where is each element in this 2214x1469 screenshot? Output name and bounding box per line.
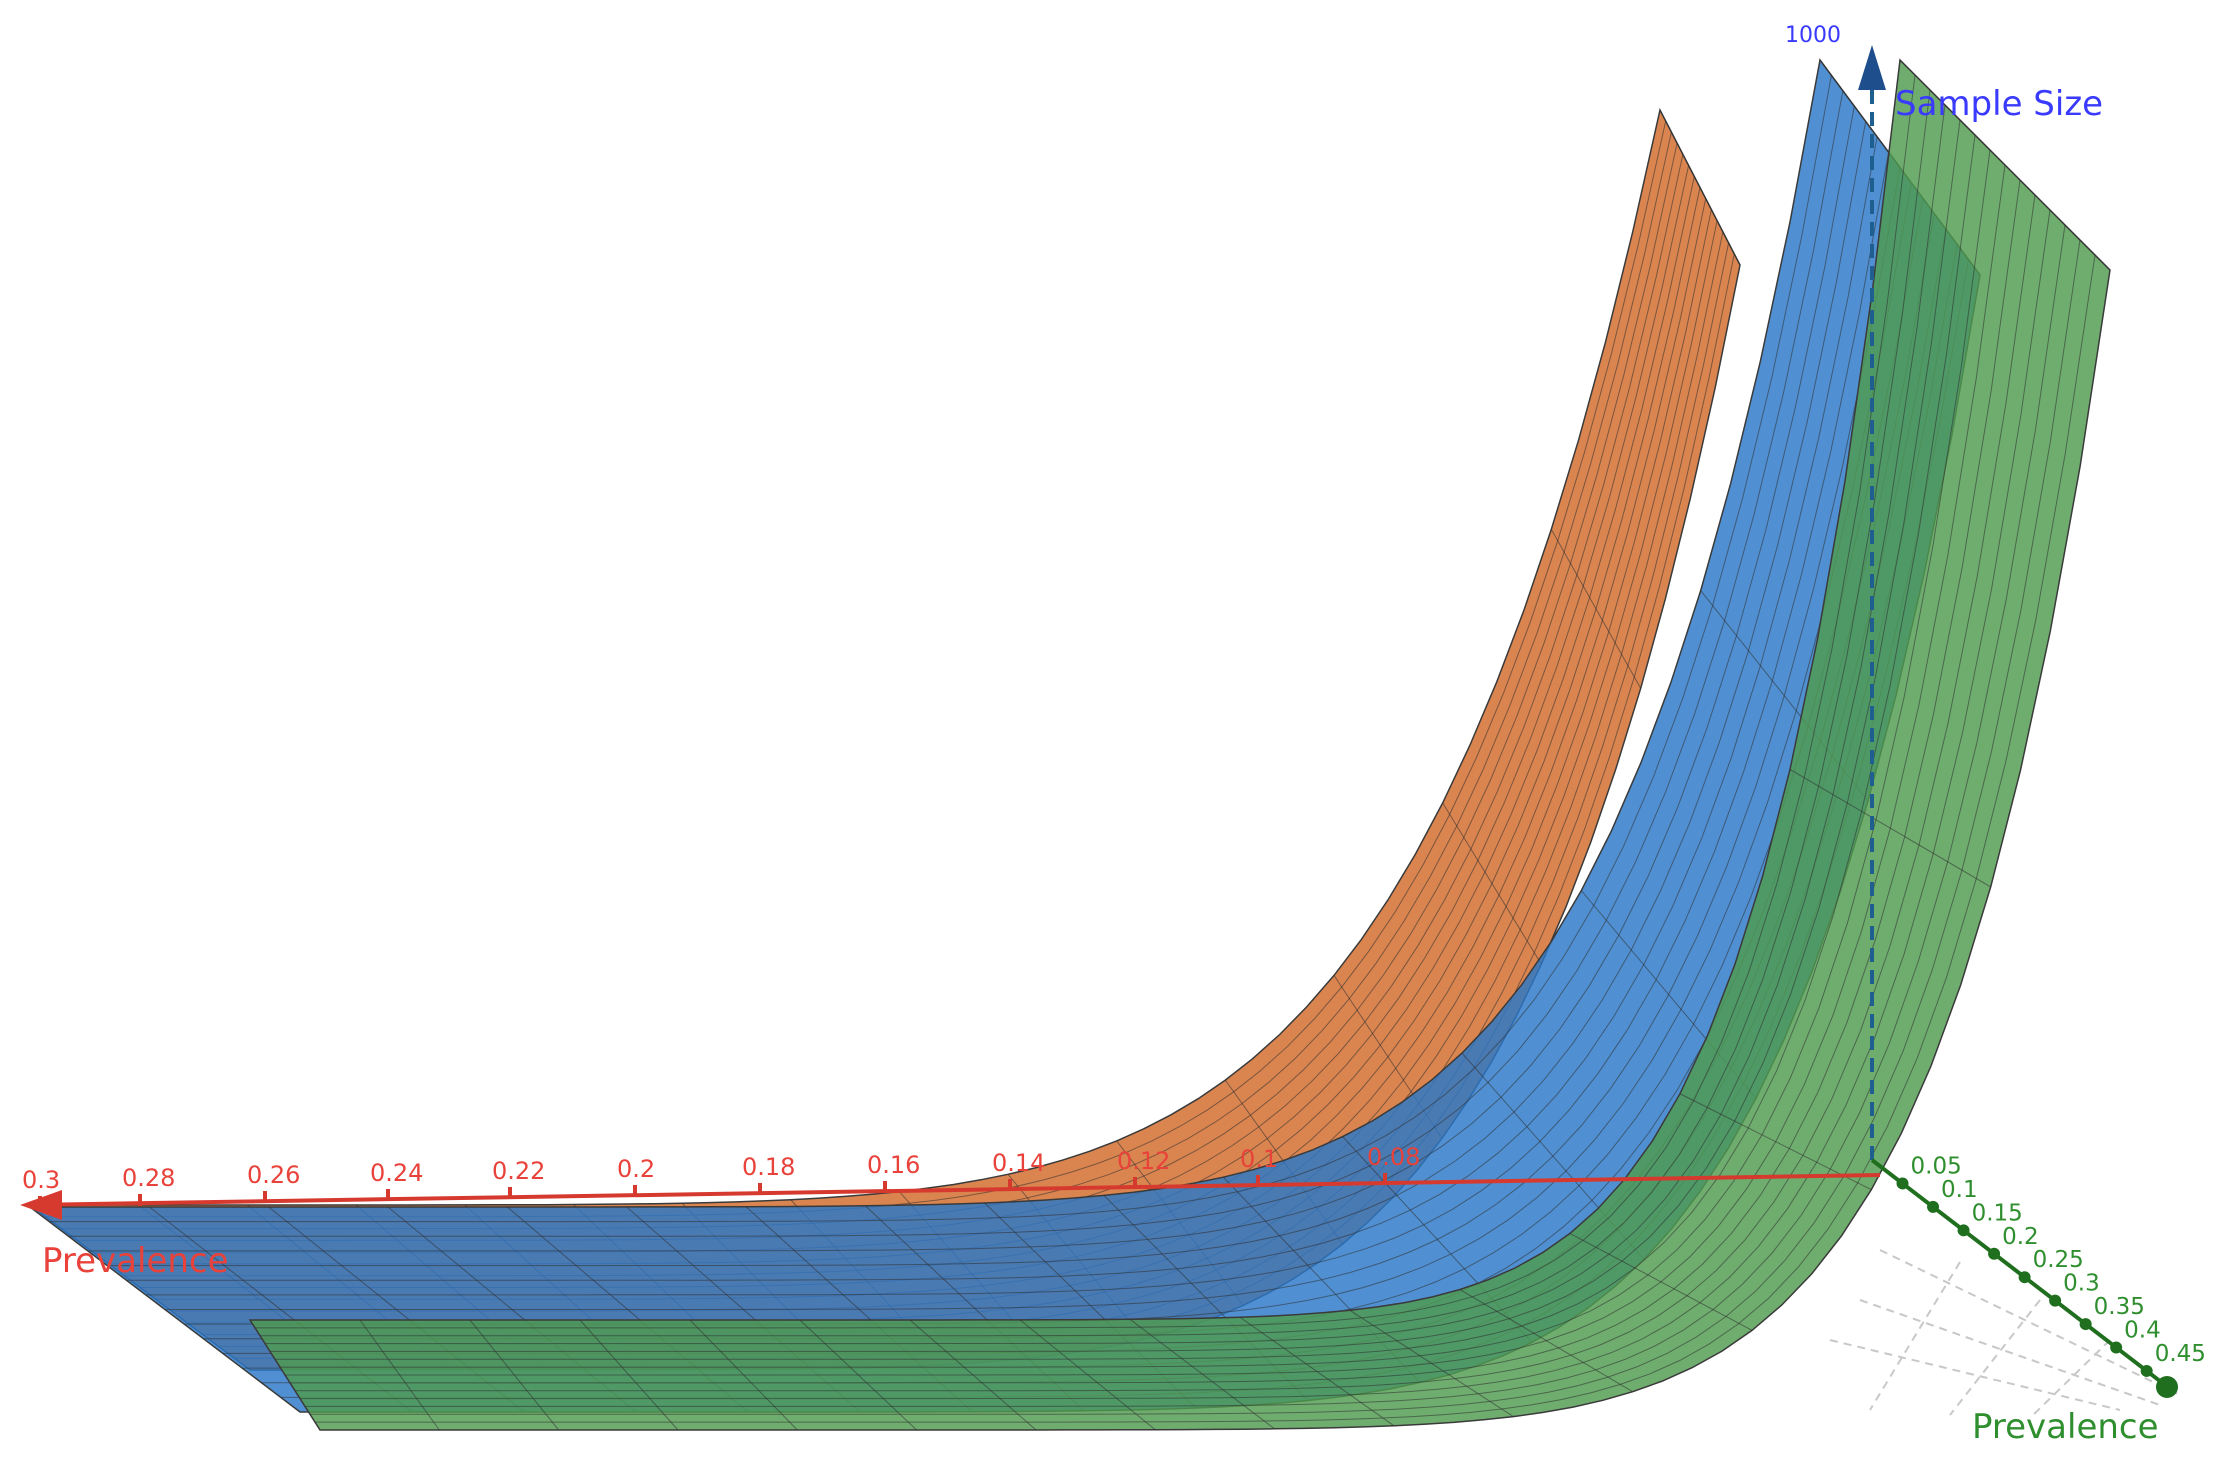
mesh-line [265,104,1946,1345]
mesh-line [1899,59,2111,271]
x-tick-label: 0.1 [1240,1145,1278,1173]
mesh-line [310,239,2081,1415]
z-axis: 1000 Sample Size [1785,23,2103,1160]
mesh-line [165,167,1901,1310]
x-tick-label: 0.22 [492,1157,545,1185]
x-axis: 0.3 0.28 0.26 0.24 0.22 0.2 0.18 0.16 0.14 0.12 0.… [20,1143,1881,1281]
mesh-line [87,106,1855,1252]
y-tick-label: 0.15 [1972,1200,2023,1226]
x-tick-label: 0.14 [992,1149,1045,1177]
mesh-line [1239,1316,1395,1427]
y-tick-label: 0.2 [2002,1224,2039,1250]
mesh-line [1659,109,1741,266]
x-tick-label: 0.18 [742,1153,795,1181]
mesh-line [1550,529,1642,689]
y-axis-line [1870,1158,2167,1387]
mesh-line [1459,1289,1633,1393]
y-tick-label: 0.3 [2063,1271,2100,1297]
z-axis-arrow [1858,45,1886,90]
y-axis: 0.050.10.150.20.250.30.350.40.45 Prevale… [1870,1153,2206,1447]
mesh-line [1442,802,1542,965]
x-tick-label: 0.16 [867,1151,920,1179]
mesh-line [300,209,2051,1400]
mesh-line [579,1319,679,1431]
mesh-line [315,254,2096,1423]
mesh-line [68,90,1844,1237]
z-axis-label: Sample Size [1895,84,2103,124]
mesh-line [280,149,1991,1368]
y-tick-mark [2018,1271,2031,1284]
mesh-line [285,164,2006,1376]
z-tick-label: 1000 [1785,23,1841,48]
y-axis-label: Prevalence [1972,1407,2159,1447]
mesh-line [126,136,1878,1281]
x-tick-label: 0.12 [1117,1147,1170,1175]
mesh-line [799,1319,918,1431]
y-tick-mark [2140,1364,2153,1377]
y-axis-end-dot [2156,1376,2178,1398]
mesh-line [260,89,1931,1337]
mesh-line [1569,1232,1753,1331]
mesh-line [305,224,2066,1407]
mesh-line [909,1319,1037,1431]
y-tick-mark [1896,1177,1909,1190]
y-tick-mark [1927,1200,1940,1213]
x-tick-label: 0.26 [247,1161,300,1189]
x-tick-label: 0.24 [370,1159,423,1187]
x-tick-label: 0.3 [22,1166,60,1194]
mesh-line [359,1319,440,1431]
y-tick-label: 0.35 [2094,1294,2145,1320]
surface-layer [27,58,2111,1431]
mesh-line [1129,1318,1275,1430]
y-tick-mark [1988,1247,2001,1260]
mesh-line [689,1319,798,1431]
mesh-line [107,121,1867,1267]
mesh-line [469,1319,560,1431]
y-tick-mark [1957,1224,1970,1237]
mesh-line [1349,1309,1514,1418]
mesh-line [1019,1319,1156,1431]
mesh-line [290,179,2021,1384]
floor-grid [1829,1249,2181,1419]
mesh-line [295,194,2036,1392]
y-tick-mark [2049,1294,2062,1307]
x-axis-label: Prevalence [42,1241,229,1281]
y-tick-label: 0.1 [1941,1177,1978,1203]
y-tick-mark [2079,1318,2092,1331]
mesh-line [270,119,1961,1352]
y-tick-label: 0.4 [2124,1318,2161,1344]
x-tick-label: 0.08 [1367,1143,1420,1171]
x-axis-line [29,1173,1881,1207]
y-tick-label: 0.25 [2033,1247,2084,1273]
x-tick-label: 0.28 [122,1164,175,1192]
mesh-line [145,152,1890,1296]
mesh-line [1789,768,1991,888]
y-tick-label: 0.05 [1911,1153,1962,1179]
x-tick-label: 0.2 [617,1155,655,1183]
mesh-line [275,134,1976,1360]
y-tick-mark [2110,1341,2123,1354]
mesh-line [255,74,1916,1329]
y-tick-label: 0.45 [2155,1341,2206,1367]
mesh-line [49,75,1832,1223]
